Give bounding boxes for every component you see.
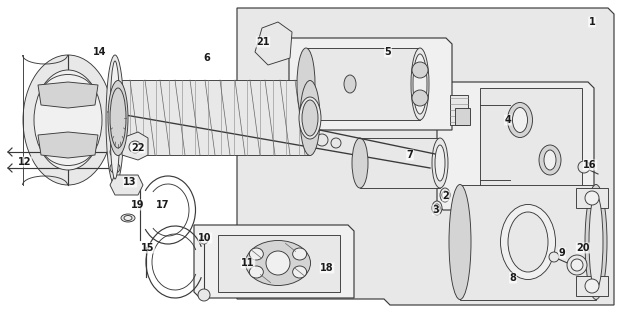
Ellipse shape (513, 108, 527, 132)
Circle shape (110, 147, 120, 157)
Ellipse shape (539, 145, 561, 175)
Ellipse shape (544, 150, 556, 170)
Ellipse shape (449, 185, 471, 300)
Ellipse shape (440, 188, 450, 202)
Polygon shape (576, 276, 608, 296)
Text: 15: 15 (141, 243, 155, 253)
Polygon shape (480, 88, 582, 200)
Circle shape (412, 90, 428, 106)
Circle shape (571, 259, 583, 271)
Circle shape (412, 62, 428, 78)
Circle shape (302, 129, 314, 141)
Text: 22: 22 (131, 143, 145, 153)
Text: 1: 1 (589, 17, 595, 27)
Circle shape (567, 255, 587, 275)
Circle shape (331, 138, 341, 148)
Ellipse shape (110, 88, 126, 148)
Circle shape (578, 161, 590, 173)
Circle shape (200, 236, 208, 244)
Ellipse shape (442, 191, 448, 199)
Polygon shape (455, 108, 470, 125)
Ellipse shape (249, 248, 263, 260)
Ellipse shape (432, 138, 448, 188)
Polygon shape (194, 225, 354, 298)
Polygon shape (38, 82, 98, 108)
Text: 17: 17 (156, 200, 170, 210)
Polygon shape (218, 235, 340, 292)
Ellipse shape (585, 185, 607, 300)
Ellipse shape (297, 48, 315, 120)
Polygon shape (460, 185, 596, 300)
Polygon shape (306, 48, 420, 120)
Ellipse shape (23, 55, 113, 185)
Text: 20: 20 (576, 243, 590, 253)
Ellipse shape (432, 201, 442, 215)
Polygon shape (576, 188, 608, 208)
Text: 10: 10 (198, 233, 212, 243)
Polygon shape (118, 80, 310, 155)
Ellipse shape (293, 266, 306, 278)
Ellipse shape (249, 266, 263, 278)
Polygon shape (38, 132, 98, 158)
Circle shape (266, 251, 290, 275)
Text: 12: 12 (18, 157, 32, 167)
Circle shape (110, 163, 120, 173)
Circle shape (585, 191, 599, 205)
Text: 2: 2 (443, 191, 449, 201)
Circle shape (316, 134, 328, 146)
Polygon shape (289, 38, 452, 130)
Text: 3: 3 (433, 205, 439, 215)
Ellipse shape (246, 241, 311, 285)
Text: 19: 19 (131, 200, 145, 210)
Ellipse shape (501, 204, 555, 279)
Ellipse shape (108, 81, 128, 156)
Ellipse shape (413, 54, 427, 114)
Ellipse shape (589, 195, 603, 290)
Polygon shape (360, 138, 440, 188)
Circle shape (585, 279, 599, 293)
Polygon shape (437, 82, 594, 210)
Ellipse shape (434, 204, 440, 212)
Ellipse shape (352, 138, 368, 188)
Text: 8: 8 (509, 273, 516, 283)
Ellipse shape (106, 55, 124, 185)
Text: 5: 5 (384, 47, 391, 57)
Ellipse shape (121, 214, 135, 222)
Ellipse shape (411, 48, 429, 120)
Text: 7: 7 (407, 150, 413, 160)
Text: 21: 21 (256, 37, 270, 47)
Circle shape (129, 141, 141, 153)
Ellipse shape (34, 70, 102, 170)
Text: 6: 6 (204, 53, 210, 63)
Ellipse shape (508, 102, 532, 138)
Polygon shape (255, 22, 292, 65)
Text: 14: 14 (93, 47, 106, 57)
Ellipse shape (124, 215, 132, 220)
Polygon shape (122, 132, 148, 160)
Circle shape (549, 252, 559, 262)
Text: 18: 18 (320, 263, 334, 273)
Polygon shape (237, 8, 614, 305)
Text: 4: 4 (504, 115, 511, 125)
Ellipse shape (300, 81, 320, 156)
Ellipse shape (508, 212, 548, 272)
Polygon shape (450, 95, 468, 125)
Text: 9: 9 (558, 248, 565, 258)
Ellipse shape (302, 100, 318, 136)
Ellipse shape (299, 97, 321, 139)
Ellipse shape (344, 75, 356, 93)
Ellipse shape (110, 61, 120, 179)
Text: 11: 11 (241, 258, 255, 268)
Text: 16: 16 (583, 160, 597, 170)
Ellipse shape (293, 248, 306, 260)
Circle shape (198, 289, 210, 301)
Polygon shape (110, 175, 143, 195)
Text: 13: 13 (123, 177, 137, 187)
Ellipse shape (435, 145, 445, 181)
